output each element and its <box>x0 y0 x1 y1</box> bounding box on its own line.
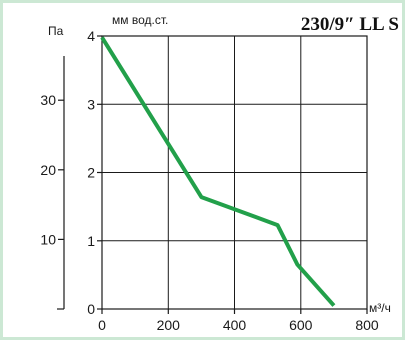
x-tick-label: 0 <box>98 317 106 333</box>
x-tick-label: 400 <box>223 317 247 333</box>
tick-labels: 0 200 400 600 800 0 1 2 3 4 10 20 30 <box>40 28 378 333</box>
y-tick-label: 2 <box>87 165 95 181</box>
y-tick-label: 3 <box>87 96 95 112</box>
x-axis-unit: м³/ч <box>369 301 391 315</box>
y-tick-label: 1 <box>87 233 95 249</box>
chart-title: 230/9″ LL S <box>301 14 399 35</box>
x-tick-label: 600 <box>289 317 313 333</box>
secondary-y-axis-unit: Па <box>48 24 64 38</box>
y-tick-label: 4 <box>87 28 95 44</box>
x-tick-label: 200 <box>157 317 181 333</box>
secondary-y-tick-label: 20 <box>40 162 56 178</box>
secondary-y-tick-label: 30 <box>40 92 56 108</box>
axes <box>57 35 368 314</box>
y-tick-label: 0 <box>87 301 95 317</box>
secondary-y-tick-label: 10 <box>40 231 56 247</box>
y-axis-unit: мм вод.ст. <box>112 13 168 27</box>
plot-border <box>101 35 368 310</box>
performance-curve <box>100 36 336 307</box>
series <box>100 36 336 307</box>
x-tick-label: 800 <box>355 317 379 333</box>
grid <box>102 36 367 309</box>
